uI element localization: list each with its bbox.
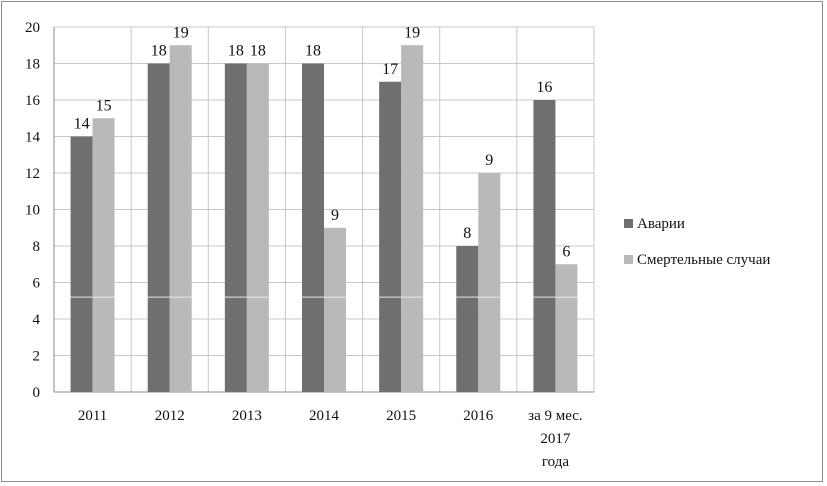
y-tick-label: 12 — [25, 166, 40, 182]
bar — [401, 45, 424, 392]
data-label: 17 — [382, 61, 398, 78]
bar — [92, 118, 115, 392]
data-label: 15 — [96, 97, 112, 114]
data-label: 9 — [485, 152, 493, 169]
data-label: 18 — [250, 43, 266, 60]
bar — [70, 136, 93, 392]
x-tick-label: 2014 — [309, 408, 340, 424]
legend-label: Аварии — [637, 216, 685, 232]
legend-label: Смертельные случаи — [637, 252, 770, 268]
data-label: 16 — [536, 79, 552, 96]
data-label: 6 — [562, 243, 570, 260]
y-tick-label: 2 — [33, 349, 41, 365]
bar — [456, 246, 479, 392]
x-tick-label: 2015 — [386, 408, 416, 424]
x-tick-label: за 9 мес. — [528, 408, 583, 424]
x-tick-label: 2017 — [540, 431, 571, 447]
bar — [147, 63, 170, 392]
x-tick-label: 2013 — [232, 408, 262, 424]
data-label: 9 — [331, 207, 339, 224]
y-tick-label: 20 — [25, 20, 40, 36]
legend-swatch — [624, 219, 633, 228]
x-tick-label: года — [542, 454, 569, 470]
data-label: 14 — [74, 116, 90, 133]
data-label: 18 — [151, 43, 167, 60]
bar — [302, 63, 324, 392]
y-tick-label: 0 — [33, 385, 41, 401]
x-tick-label: 2012 — [155, 408, 185, 424]
x-tick-label: 2011 — [78, 408, 107, 424]
y-tick-label: 14 — [25, 130, 41, 146]
y-tick-label: 4 — [33, 312, 41, 328]
y-tick-label: 16 — [25, 93, 41, 109]
y-tick-label: 10 — [25, 203, 40, 219]
data-label: 19 — [404, 24, 420, 41]
bar — [246, 63, 269, 392]
y-tick-label: 8 — [33, 239, 41, 255]
x-tick-label: 2016 — [463, 408, 494, 424]
bar — [555, 264, 578, 392]
bar — [379, 81, 402, 392]
data-label: 19 — [173, 24, 189, 41]
legend-swatch — [624, 255, 633, 264]
bar — [224, 63, 247, 392]
y-tick-label: 6 — [33, 276, 41, 292]
y-tick-label: 18 — [25, 57, 40, 73]
bar — [533, 100, 556, 392]
bar — [169, 45, 192, 392]
bar — [324, 227, 346, 392]
bar — [478, 173, 501, 392]
data-label: 18 — [228, 43, 244, 60]
data-label: 8 — [463, 225, 471, 242]
data-label: 18 — [305, 43, 321, 60]
